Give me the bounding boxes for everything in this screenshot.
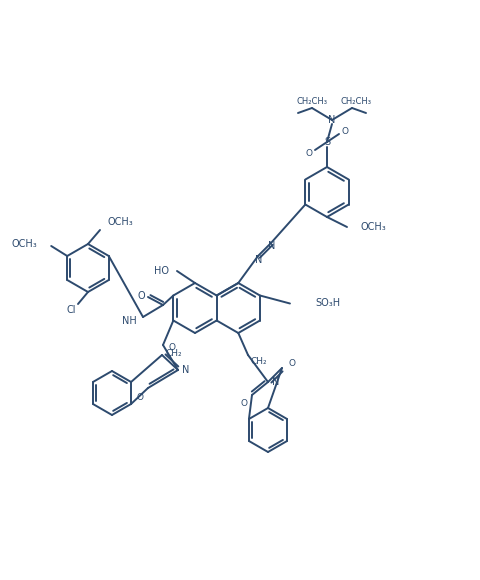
Text: CH₂CH₃: CH₂CH₃ [296, 97, 327, 107]
Text: N: N [181, 365, 189, 375]
Text: CH₂CH₃: CH₂CH₃ [340, 97, 371, 107]
Text: N: N [255, 255, 262, 265]
Text: OCH₃: OCH₃ [360, 222, 386, 232]
Text: S: S [323, 137, 329, 147]
Text: Cl: Cl [66, 305, 76, 315]
Text: O: O [305, 148, 312, 158]
Text: CH₂: CH₂ [166, 349, 182, 357]
Text: N: N [328, 115, 335, 125]
Text: N: N [271, 377, 279, 387]
Text: N: N [268, 241, 275, 251]
Text: CH₂: CH₂ [251, 357, 267, 365]
Text: O: O [137, 291, 144, 301]
Text: OCH₃: OCH₃ [108, 217, 133, 227]
Text: O: O [240, 398, 247, 408]
Text: NH: NH [122, 316, 137, 326]
Text: O: O [341, 126, 348, 136]
Text: SO₃H: SO₃H [314, 299, 339, 309]
Text: O: O [288, 358, 295, 368]
Text: O: O [168, 343, 175, 351]
Text: O: O [136, 393, 143, 403]
Text: HO: HO [154, 266, 168, 276]
Text: OCH₃: OCH₃ [12, 239, 37, 249]
